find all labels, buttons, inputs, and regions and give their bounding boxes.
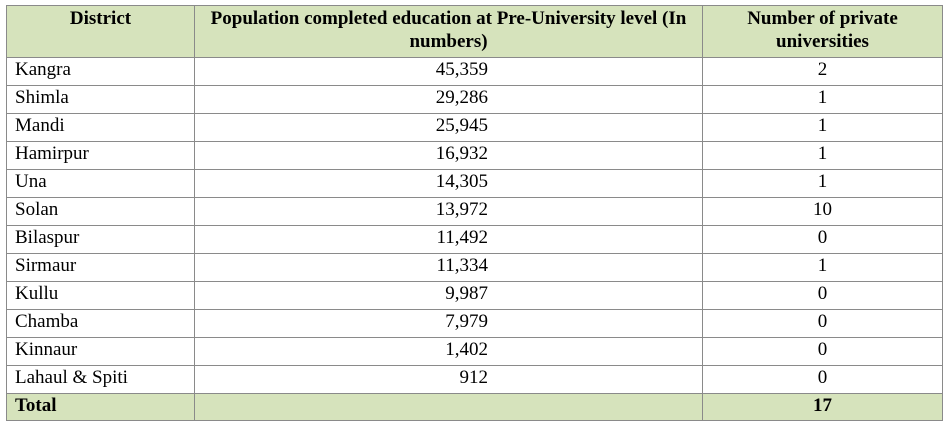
cell-universities: 0	[702, 365, 943, 394]
cell-population: 14,305	[194, 169, 703, 198]
table-body: Kangra 45,359 2 Shimla 29,286 1 Mandi 25…	[6, 57, 943, 394]
total-universities: 17	[702, 393, 943, 421]
table-header: District Population completed education …	[6, 5, 943, 58]
cell-population: 912	[194, 365, 703, 394]
header-population: Population completed education at Pre-Un…	[194, 5, 703, 58]
table-row: Hamirpur 16,932 1	[6, 141, 943, 170]
cell-district: Hamirpur	[6, 141, 195, 170]
header-district: District	[6, 5, 195, 58]
total-row: Total 17	[6, 393, 943, 421]
cell-population: 29,286	[194, 85, 703, 114]
cell-universities: 0	[702, 337, 943, 366]
cell-population: 1,402	[194, 337, 703, 366]
cell-universities: 0	[702, 225, 943, 254]
table-row: Sirmaur 11,334 1	[6, 253, 943, 282]
cell-district: Kinnaur	[6, 337, 195, 366]
cell-district: Bilaspur	[6, 225, 195, 254]
cell-district: Kullu	[6, 281, 195, 310]
table-row: Kinnaur 1,402 0	[6, 337, 943, 366]
cell-district: Shimla	[6, 85, 195, 114]
cell-district: Una	[6, 169, 195, 198]
table-row: Solan 13,972 10	[6, 197, 943, 226]
cell-universities: 0	[702, 309, 943, 338]
cell-population: 25,945	[194, 113, 703, 142]
cell-district: Mandi	[6, 113, 195, 142]
cell-population: 7,979	[194, 309, 703, 338]
table-row: Lahaul & Spiti 912 0	[6, 365, 943, 394]
table-row: Bilaspur 11,492 0	[6, 225, 943, 254]
table-row: Kangra 45,359 2	[6, 57, 943, 86]
table-row: Kullu 9,987 0	[6, 281, 943, 310]
cell-universities: 1	[702, 253, 943, 282]
district-education-table: District Population completed education …	[6, 5, 943, 421]
cell-population: 13,972	[194, 197, 703, 226]
cell-district: Solan	[6, 197, 195, 226]
table-row: Shimla 29,286 1	[6, 85, 943, 114]
table-footer: Total 17	[6, 393, 943, 421]
cell-population: 11,334	[194, 253, 703, 282]
cell-district: Sirmaur	[6, 253, 195, 282]
total-population	[194, 393, 703, 421]
cell-universities: 1	[702, 85, 943, 114]
header-row: District Population completed education …	[6, 5, 943, 58]
cell-population: 45,359	[194, 57, 703, 86]
cell-population: 16,932	[194, 141, 703, 170]
cell-district: Chamba	[6, 309, 195, 338]
table-row: Chamba 7,979 0	[6, 309, 943, 338]
cell-universities: 1	[702, 141, 943, 170]
cell-district: Lahaul & Spiti	[6, 365, 195, 394]
cell-population: 11,492	[194, 225, 703, 254]
cell-universities: 1	[702, 113, 943, 142]
cell-population: 9,987	[194, 281, 703, 310]
cell-universities: 0	[702, 281, 943, 310]
cell-universities: 2	[702, 57, 943, 86]
table-row: Mandi 25,945 1	[6, 113, 943, 142]
table-row: Una 14,305 1	[6, 169, 943, 198]
cell-district: Kangra	[6, 57, 195, 86]
total-label: Total	[6, 393, 195, 421]
header-universities: Number of private universities	[702, 5, 943, 58]
cell-universities: 1	[702, 169, 943, 198]
cell-universities: 10	[702, 197, 943, 226]
